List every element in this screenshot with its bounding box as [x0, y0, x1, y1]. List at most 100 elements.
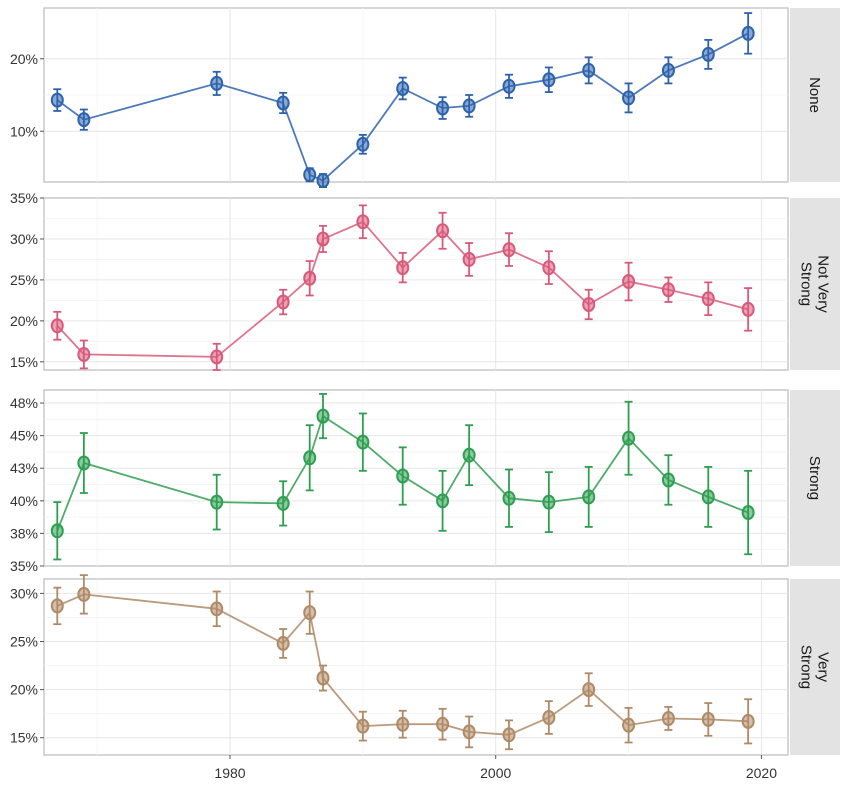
data-point	[210, 494, 224, 510]
data-point	[276, 95, 290, 111]
data-point	[303, 270, 317, 286]
y-tick-label: 35%	[10, 190, 38, 206]
data-point	[396, 716, 410, 732]
data-point	[210, 349, 224, 365]
data-point	[542, 709, 556, 725]
data-point	[701, 291, 715, 307]
data-point	[356, 718, 370, 734]
panel-none: 10% 20% None	[10, 7, 840, 189]
data-point	[50, 523, 64, 539]
data-point	[276, 635, 290, 651]
y-tick-label: 20%	[10, 313, 38, 329]
facet-label: Not VeryStrong	[798, 255, 832, 313]
data-point	[50, 92, 64, 108]
y-tick-label: 35%	[10, 558, 38, 574]
data-point	[741, 301, 755, 317]
y-tick-label: 48%	[10, 395, 38, 411]
data-point	[50, 318, 64, 334]
y-tick-label: 38%	[10, 525, 38, 541]
data-point	[303, 167, 317, 183]
data-point	[701, 46, 715, 62]
x-axis: 1980 2000 2020	[214, 755, 777, 781]
data-point	[396, 260, 410, 276]
data-point	[741, 25, 755, 41]
x-tick-label: 2000	[480, 765, 511, 781]
facet-strip	[790, 390, 840, 566]
data-point	[436, 493, 450, 509]
data-point	[436, 223, 450, 239]
data-point	[542, 494, 556, 510]
y-tick-label: 30%	[10, 231, 38, 247]
data-point	[741, 713, 755, 729]
y-tick-label: 40%	[10, 493, 38, 509]
data-point	[741, 505, 755, 521]
facet-strip	[790, 579, 840, 755]
data-point	[661, 710, 675, 726]
y-tick-label: 30%	[10, 585, 38, 601]
y-tick-label: 20%	[10, 682, 38, 698]
data-point	[622, 717, 636, 733]
data-point	[582, 489, 596, 505]
data-point	[661, 62, 675, 78]
data-point	[77, 586, 91, 602]
data-point	[622, 274, 636, 290]
data-point	[462, 447, 476, 463]
data-point	[542, 260, 556, 276]
data-point	[210, 75, 224, 91]
data-point	[436, 716, 450, 732]
data-point	[582, 682, 596, 698]
data-point	[316, 173, 330, 189]
data-point	[661, 282, 675, 298]
data-point	[356, 434, 370, 450]
data-point	[77, 346, 91, 362]
y-tick-label: 20%	[10, 51, 38, 67]
y-tick-label: 25%	[10, 272, 38, 288]
data-point	[701, 489, 715, 505]
data-point	[582, 296, 596, 312]
data-point	[50, 598, 64, 614]
data-point	[356, 136, 370, 152]
y-tick-label: 10%	[10, 123, 38, 139]
data-point	[77, 112, 91, 128]
data-point	[502, 78, 516, 94]
panel-strong: 35% 38% 40% 43% 45% 48% Strong	[10, 389, 840, 574]
data-point	[77, 455, 91, 471]
data-point	[276, 294, 290, 310]
panel-very-strong: 15% 20% 25% 30% VeryStrong	[10, 574, 840, 756]
data-point	[356, 214, 370, 230]
data-point	[622, 430, 636, 446]
y-tick-label: 15%	[10, 354, 38, 370]
facet-label: VeryStrong	[798, 645, 832, 689]
data-point	[396, 80, 410, 96]
data-point	[502, 242, 516, 258]
data-point	[622, 90, 636, 106]
data-point	[502, 727, 516, 743]
panel-background	[43, 578, 789, 756]
y-tick-label: 45%	[10, 428, 38, 444]
data-point	[436, 100, 450, 116]
data-point	[542, 72, 556, 88]
facet-strip	[790, 8, 840, 182]
facet-strip	[790, 198, 840, 370]
data-point	[462, 724, 476, 740]
facet-label: None	[806, 77, 823, 113]
data-point	[316, 408, 330, 424]
data-point	[502, 490, 516, 506]
y-tick-label: 15%	[10, 730, 38, 746]
panel-not-very-strong: 15% 20% 25% 30% 35% Not VeryStrong	[10, 190, 840, 371]
panel-background	[43, 389, 789, 567]
data-point	[303, 605, 317, 621]
y-tick-label: 43%	[10, 460, 38, 476]
data-point	[396, 468, 410, 484]
data-point	[701, 711, 715, 727]
data-point	[303, 450, 317, 466]
data-point	[210, 601, 224, 617]
data-point	[276, 495, 290, 511]
data-point	[316, 670, 330, 686]
y-tick-label: 25%	[10, 634, 38, 650]
data-point	[316, 231, 330, 247]
panel-background	[43, 197, 789, 371]
data-point	[462, 98, 476, 114]
x-tick-label: 1980	[214, 765, 245, 781]
